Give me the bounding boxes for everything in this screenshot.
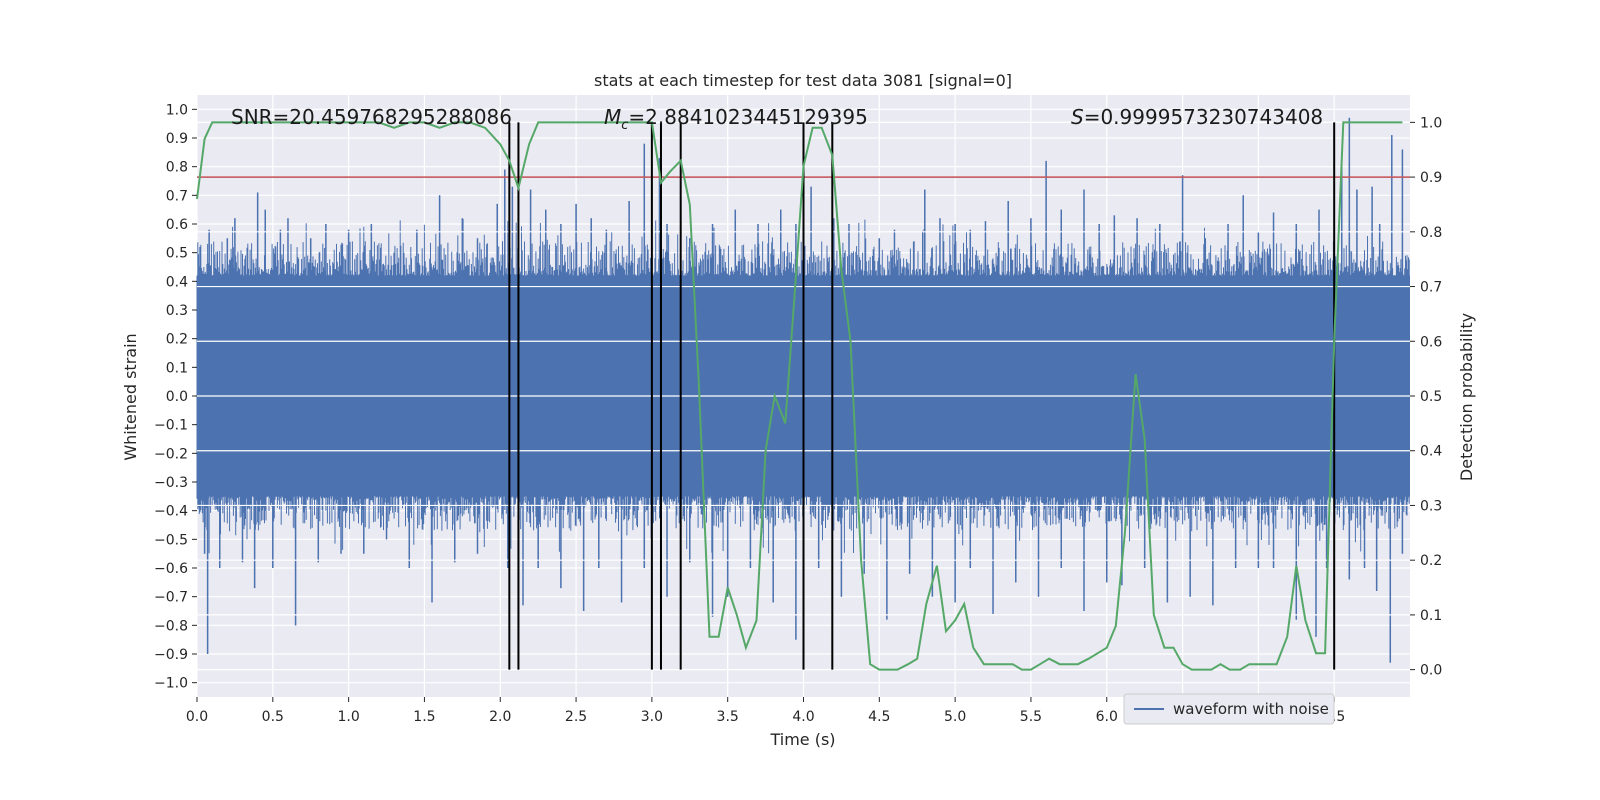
y-left-tick-label: 0.7 — [166, 188, 188, 204]
x-axis-label: Time (s) — [769, 730, 835, 749]
y-left-tick-label: 1.0 — [166, 102, 188, 118]
y-right-tick-label: 0.9 — [1420, 170, 1442, 186]
y-left-tick-label: 0.0 — [166, 389, 188, 405]
y-left-tick-label: 0.3 — [166, 303, 188, 319]
snr-annotation: SNR=20.459768295288086 — [231, 105, 512, 129]
x-tick-label: 0.5 — [262, 709, 284, 725]
probability-series — [196, 121, 1403, 671]
y-left-tick-label: −0.1 — [154, 418, 188, 434]
y-right-tick-label: 0.8 — [1420, 225, 1442, 241]
x-tick-label: 3.5 — [717, 709, 739, 725]
y-right-tick-label: 0.4 — [1420, 444, 1442, 460]
x-tick-label: 0.0 — [186, 709, 208, 725]
y-left-tick-label: −0.9 — [154, 647, 188, 663]
legend: waveform with noise — [1123, 693, 1335, 725]
vertical-markers — [508, 122, 1336, 670]
mc-symbol: M — [604, 105, 621, 129]
y-right-tick-label: 0.7 — [1420, 280, 1442, 296]
mc-value: =2.8841023445129395 — [628, 105, 867, 129]
legend-label: waveform with noise — [1173, 700, 1329, 718]
y-left-tick-label: 0.6 — [166, 217, 188, 233]
x-tick-label: 6.0 — [1096, 709, 1118, 725]
y-left-tick-label: 0.9 — [166, 131, 188, 147]
y-left-tick-label: −0.4 — [154, 504, 188, 520]
x-tick-label: 4.5 — [868, 709, 890, 725]
x-tick-label: 5.5 — [1020, 709, 1042, 725]
y-left-tick-label: −1.0 — [154, 676, 188, 692]
legend-box — [1123, 693, 1335, 725]
x-tick-label: 5.0 — [944, 709, 966, 725]
x-tick-label: 2.5 — [565, 709, 587, 725]
probability-line — [196, 121, 1403, 671]
y-axis-left-label: Whitened strain — [121, 333, 140, 460]
y-right-tick-label: 0.5 — [1420, 389, 1442, 405]
y-left-tick-label: −0.6 — [154, 561, 188, 577]
y-left-tick-label: −0.8 — [154, 618, 188, 634]
s-value: =0.9999573230743408 — [1084, 105, 1323, 129]
y-right-tick-label: 1.0 — [1420, 115, 1442, 131]
y-right-tick-label: 0.0 — [1420, 663, 1442, 679]
y-left-tick-label: 0.5 — [166, 246, 188, 262]
chart-title: stats at each timestep for test data 308… — [594, 71, 1012, 90]
chirp-mass-annotation: Mc=2.8841023445129395 — [604, 105, 868, 133]
y-right-tick-label: 0.2 — [1420, 553, 1442, 569]
s-symbol: S — [1071, 105, 1084, 129]
y-left-tick-label: 0.2 — [166, 332, 188, 348]
y-left-tick-label: 0.1 — [166, 360, 188, 376]
x-tick-label: 1.5 — [413, 709, 435, 725]
y-left-tick-label: −0.7 — [154, 590, 188, 606]
x-tick-label: 1.0 — [337, 709, 359, 725]
y-left-tick-label: 0.4 — [166, 274, 188, 290]
y-right-tick-label: 0.3 — [1420, 498, 1442, 514]
y-left-tick-label: −0.3 — [154, 475, 188, 491]
y-right-tick-label: 0.1 — [1420, 608, 1442, 624]
x-tick-label: 3.0 — [641, 709, 663, 725]
mc-subscript: c — [621, 118, 628, 133]
y-axis-right-label: Detection probability — [1457, 313, 1476, 481]
y-left-tick-label: −0.2 — [154, 446, 188, 462]
y-left-tick-label: −0.5 — [154, 532, 188, 548]
y-left-tick-label: 0.8 — [166, 160, 188, 176]
y-axis-right: 1.0 0.9 0.8 0.7 0.6 0.5 0.4 0.3 0.2 0.1 0.0 — [1410, 115, 1442, 679]
x-tick-label: 2.0 — [489, 709, 511, 725]
y-right-tick-label: 0.6 — [1420, 334, 1442, 350]
s-annotation: S=0.9999573230743408 — [1071, 105, 1323, 129]
x-tick-label: 4.0 — [792, 709, 814, 725]
y-axis-left: 1.0 0.9 0.8 0.7 0.6 0.5 0.4 0.3 0.2 0.1 0.0 −0.1 −0.… — [154, 102, 197, 692]
